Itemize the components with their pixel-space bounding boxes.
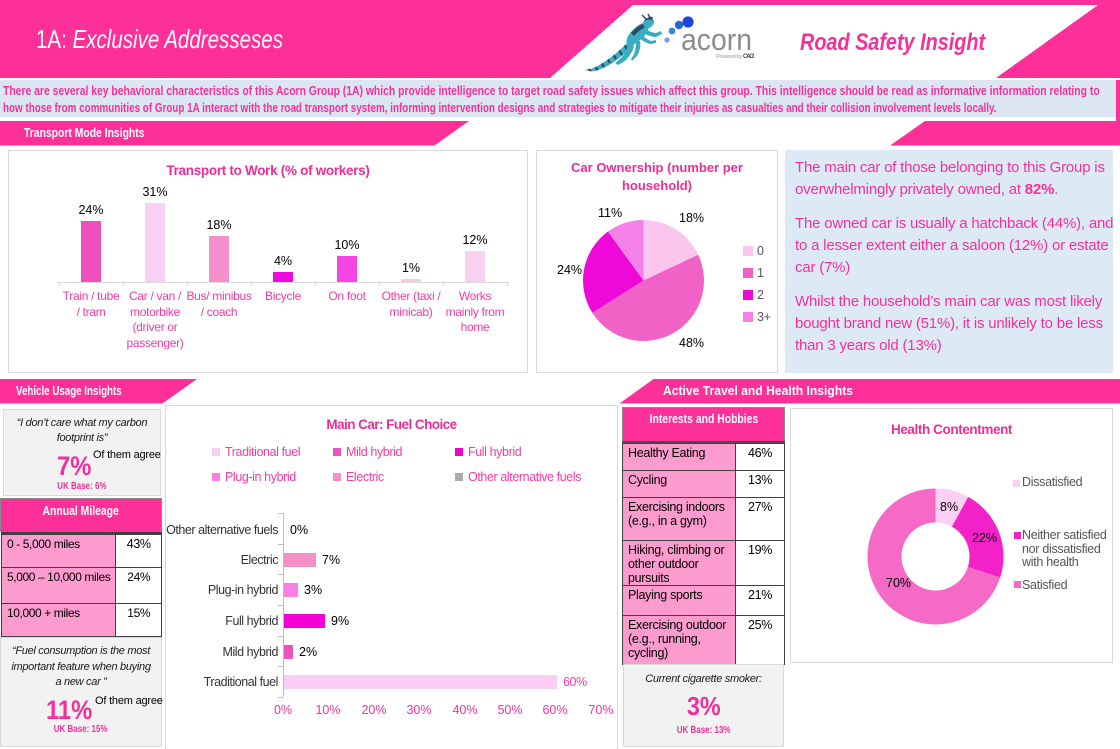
svg-text:CACI: CACI (743, 54, 754, 60)
svg-text:acorn: acorn (681, 22, 752, 57)
svg-text:Powered by: Powered by (716, 54, 742, 60)
